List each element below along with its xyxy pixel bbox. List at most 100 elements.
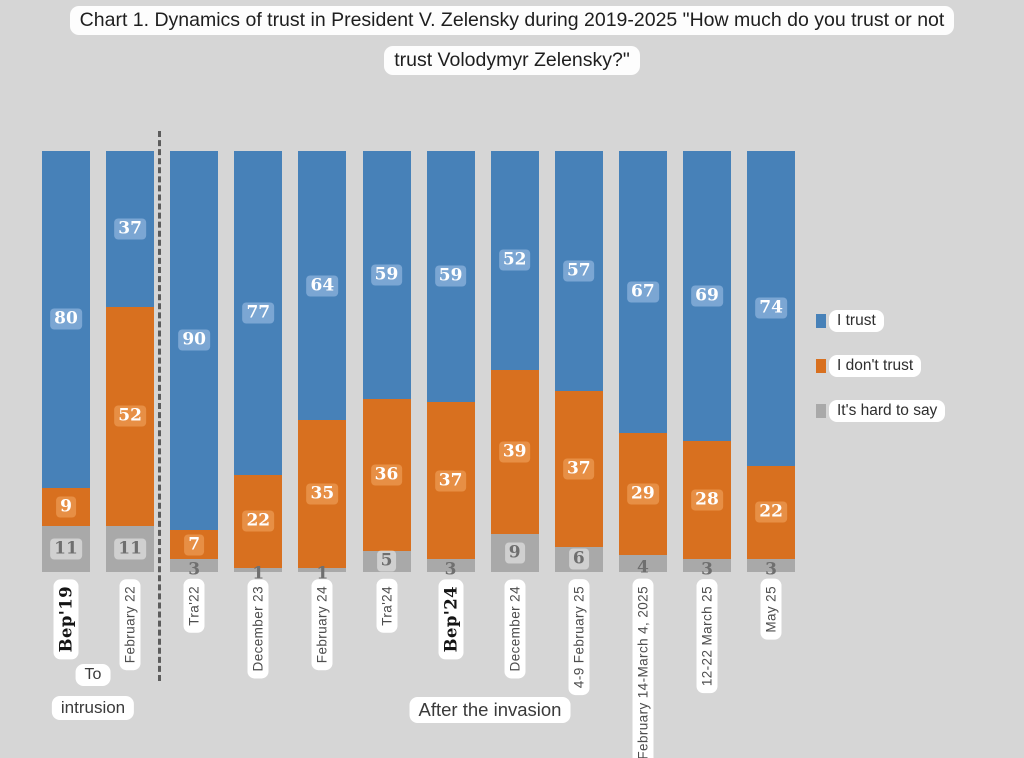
value-label-hard-to-say: 1 — [252, 563, 265, 584]
x-axis-label: February 24 — [311, 579, 333, 675]
value-label-distrust: 29 — [627, 483, 659, 505]
x-axis-label: December 24 — [504, 579, 526, 683]
value-label-distrust: 28 — [691, 489, 723, 511]
bar-segment-hard-to-say — [234, 567, 283, 572]
bar-segment-hard-to-say — [298, 567, 347, 572]
value-label-trust: 59 — [370, 264, 403, 286]
x-axis-label-text: December 23 — [247, 579, 269, 679]
bar-segment-hard-to-say — [554, 546, 603, 572]
chart-title-line2: trust Volodymyr Zelensky?" — [384, 46, 640, 75]
value-label-hard-to-say: 1 — [316, 563, 329, 584]
value-label-trust: 67 — [627, 281, 659, 303]
value-label-distrust: 9 — [56, 496, 76, 518]
value-label-trust: 59 — [434, 265, 467, 287]
value-label-hard-to-say: 6 — [568, 548, 589, 570]
x-axis-label-text: 4-9 February 25 — [568, 579, 590, 696]
bar-segment-hard-to-say — [426, 559, 475, 572]
bar — [362, 151, 411, 572]
value-label-trust: 69 — [691, 285, 723, 307]
bar — [170, 151, 219, 572]
bar — [554, 151, 603, 572]
bar — [426, 151, 475, 572]
x-axis-label: February 14-March 4, 2025 — [632, 579, 654, 758]
bar-segment-hard-to-say — [683, 559, 731, 572]
trust-color-swatch — [816, 314, 826, 328]
value-label-hard-to-say: 11 — [50, 538, 82, 560]
x-axis-label: February 22 — [119, 579, 141, 675]
x-axis-label-text: February 22 — [119, 579, 141, 671]
x-axis-label-text: February 24 — [311, 579, 333, 671]
bar — [234, 151, 283, 572]
bar — [298, 151, 347, 572]
x-axis-label: May 25 — [760, 579, 782, 645]
value-label-distrust: 52 — [114, 405, 146, 427]
legend-label-trust: I trust — [829, 310, 884, 332]
legend-label-distrust: I don't trust — [829, 355, 922, 377]
bar-segment-hard-to-say — [490, 534, 539, 572]
value-label-hard-to-say: 11 — [114, 538, 146, 560]
annotation-to: To — [75, 664, 111, 686]
x-axis-label-text: Tra'24 — [376, 579, 397, 633]
value-label-distrust: 36 — [370, 464, 403, 486]
value-label-hard-to-say: 3 — [765, 559, 778, 580]
value-label-hard-to-say: 3 — [444, 559, 457, 580]
value-label-distrust: 37 — [434, 470, 467, 492]
legend-item-distrust: I don't trust — [816, 355, 922, 377]
bar-segment-hard-to-say — [362, 550, 411, 572]
value-label-distrust: 37 — [562, 458, 595, 480]
value-label-hard-to-say: 3 — [188, 559, 201, 580]
value-label-trust: 57 — [562, 260, 595, 282]
distrust-color-swatch — [816, 359, 826, 373]
bar-segment-hard-to-say — [170, 559, 219, 572]
bar — [490, 151, 539, 572]
value-label-trust: 37 — [114, 218, 146, 240]
annotation-intrusion: intrusion — [51, 696, 135, 720]
x-axis-label-text: December 24 — [504, 579, 526, 679]
x-axis-label: Tra'24 — [376, 579, 397, 638]
invasion-divider-line — [158, 131, 161, 681]
x-axis-label: Bep'19 — [53, 579, 79, 664]
value-label-trust: 77 — [242, 302, 275, 324]
value-label-hard-to-say: 5 — [376, 550, 397, 572]
value-label-distrust: 22 — [755, 501, 787, 523]
x-axis-label-text: Tra'22 — [183, 579, 205, 633]
bar-segment-hard-to-say — [106, 525, 155, 572]
value-label-hard-to-say: 9 — [504, 542, 525, 564]
x-axis-label: December 23 — [247, 579, 269, 683]
x-axis-label: Tra'22 — [183, 579, 205, 638]
bar-segment-hard-to-say — [42, 525, 90, 572]
x-axis-label-text: Bep'19 — [53, 579, 79, 660]
value-label-distrust: 39 — [498, 441, 531, 463]
value-label-distrust: 7 — [184, 534, 205, 556]
hard-to-say-color-swatch — [816, 404, 826, 418]
chart-title-line1: Chart 1. Dynamics of trust in President … — [69, 6, 955, 35]
chart-title-row: trust Volodymyr Zelensky?" — [0, 46, 1024, 75]
value-label-trust: 90 — [178, 329, 211, 351]
value-label-trust: 64 — [306, 275, 339, 297]
bar — [106, 151, 155, 572]
bar-segment-hard-to-say — [618, 555, 667, 572]
legend-item-hard-to-say: It's hard to say — [816, 400, 946, 422]
x-axis-label: 12-22 March 25 — [696, 579, 718, 698]
legend-item-trust: I trust — [816, 310, 884, 332]
legend-label-hard-to-say: It's hard to say — [829, 400, 946, 422]
value-label-distrust: 22 — [242, 510, 275, 532]
value-label-hard-to-say: 4 — [636, 557, 649, 578]
chart-title-row: Chart 1. Dynamics of trust in President … — [0, 6, 1024, 35]
value-label-trust: 80 — [50, 308, 82, 330]
bar — [618, 151, 667, 572]
value-label-trust: 52 — [498, 249, 531, 271]
x-axis-label-text: February 14-March 4, 2025 — [632, 579, 654, 758]
x-axis-label-text: Bep'24 — [438, 579, 464, 660]
x-axis-label-text: 12-22 March 25 — [696, 579, 718, 694]
bar-segment-hard-to-say — [747, 559, 796, 572]
x-axis-label: 4-9 February 25 — [568, 579, 590, 700]
value-label-trust: 74 — [755, 297, 787, 319]
x-axis-label: Bep'24 — [438, 579, 464, 664]
annotation-after-the-invasion: After the invasion — [409, 697, 571, 723]
value-label-distrust: 35 — [306, 483, 339, 505]
value-label-hard-to-say: 3 — [701, 559, 713, 580]
x-axis-label-text: May 25 — [760, 579, 782, 640]
